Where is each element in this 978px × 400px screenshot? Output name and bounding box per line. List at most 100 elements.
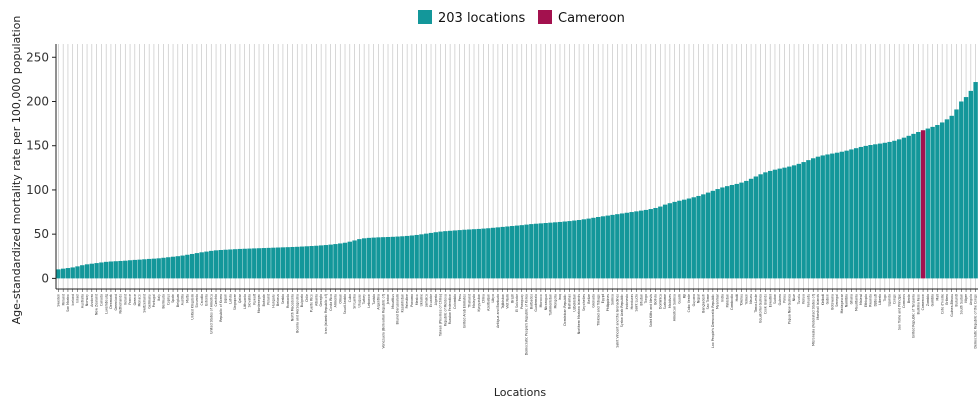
category-label: Germany [147, 294, 151, 309]
bar [729, 184, 735, 279]
category-label: Republic of Korea [219, 294, 223, 322]
bar [825, 154, 830, 279]
category-label: Dominican Republic [563, 294, 567, 326]
bar [557, 221, 563, 279]
bar [925, 128, 931, 279]
category-label: Russian Federation [448, 294, 452, 324]
bar [280, 247, 286, 279]
bar [939, 122, 945, 279]
category-label: American Samoa [673, 294, 677, 321]
category-label: Monaco [138, 294, 142, 306]
category-label: Botswana [830, 294, 834, 310]
bar [357, 239, 362, 279]
bar [553, 222, 558, 279]
bar [724, 186, 730, 279]
category-label: North Macedonia [291, 294, 295, 321]
category-label: Belarus [276, 294, 280, 306]
category-label: Lithuania [243, 294, 247, 309]
y-tick-label: 250 [26, 50, 49, 64]
category-label: Syrian Arab Republic [620, 294, 624, 327]
category-label: Myanmar [716, 293, 720, 309]
category-label: Niue [792, 294, 796, 301]
category-label: Jamaica [424, 294, 428, 308]
category-label: Ecuador [429, 293, 433, 307]
bar [60, 268, 66, 279]
category-label: Equatorial Guinea [759, 294, 763, 323]
bar [213, 250, 219, 279]
bar [424, 233, 429, 279]
category-label: Estonia [205, 294, 209, 306]
category-label: Argentina [377, 294, 381, 310]
bar [887, 141, 892, 279]
category-label: El Salvador [515, 293, 519, 312]
bar [452, 230, 458, 279]
bar [223, 249, 228, 279]
category-label: Nepal [697, 294, 701, 303]
bar [271, 247, 276, 279]
bar [548, 222, 553, 279]
bar [639, 210, 644, 279]
category-label: Angola [969, 294, 973, 305]
bar [194, 253, 200, 279]
category-label: Kenya [802, 294, 806, 304]
category-label: Tokelau [740, 294, 744, 307]
category-label: Peru [458, 294, 462, 301]
bar [137, 259, 142, 279]
bar [772, 169, 778, 279]
category-label: Mexico [415, 294, 419, 305]
axes [52, 44, 978, 292]
bar-cameroon [920, 130, 926, 279]
bar [581, 219, 587, 279]
bar [471, 229, 477, 279]
category-label: Ghana [850, 294, 854, 304]
bar [892, 140, 897, 279]
category-label: Cook Islands [764, 294, 768, 314]
category-label: Eswatini [768, 294, 772, 307]
bar [70, 267, 75, 279]
category-label: India [721, 294, 725, 302]
category-label: Malaysia [472, 294, 476, 308]
category-label: Congo [892, 294, 896, 304]
bar [963, 97, 969, 279]
category-label: Cameroon [921, 294, 925, 310]
category-label: Tonga [644, 294, 648, 304]
bar [763, 172, 768, 279]
bar [715, 189, 720, 279]
bar [959, 101, 964, 279]
bar [748, 178, 754, 279]
bar [906, 135, 911, 279]
category-label: Lao People's Democratic Republic [711, 294, 715, 348]
category-label: Sao Tome and Principe [897, 294, 901, 330]
category-label: Portugal [152, 294, 156, 307]
bar [734, 183, 739, 279]
category-label: Antigua and Barbuda [496, 294, 500, 328]
category-label: Senegal [835, 294, 839, 307]
bar [371, 237, 376, 279]
category-label: Fiji [682, 294, 686, 298]
category-label: Indonesia [625, 294, 629, 309]
category-label: Saint Kitts and Nevis [649, 294, 653, 327]
bar [185, 254, 190, 279]
category-label: Jordan [386, 294, 390, 305]
bar [428, 232, 434, 279]
category-label: Brunei Darussalam [396, 294, 400, 324]
category-label: Taiwan (Province of China) [439, 294, 443, 337]
bar [586, 218, 591, 279]
bar [514, 225, 520, 279]
category-label: Grenada [592, 294, 596, 308]
bar [123, 260, 128, 279]
bar [209, 250, 214, 279]
bar [930, 126, 935, 279]
category-label: Malta [185, 294, 189, 303]
category-label: Montenegro [257, 294, 261, 313]
bar [696, 195, 701, 279]
bar [447, 230, 453, 279]
category-label: Maldives [668, 294, 672, 308]
bar [295, 246, 300, 279]
bar [228, 249, 233, 279]
category-label: Finland [61, 294, 65, 305]
bar [89, 263, 95, 279]
bar [75, 266, 80, 279]
category-label: Mali [935, 294, 939, 301]
